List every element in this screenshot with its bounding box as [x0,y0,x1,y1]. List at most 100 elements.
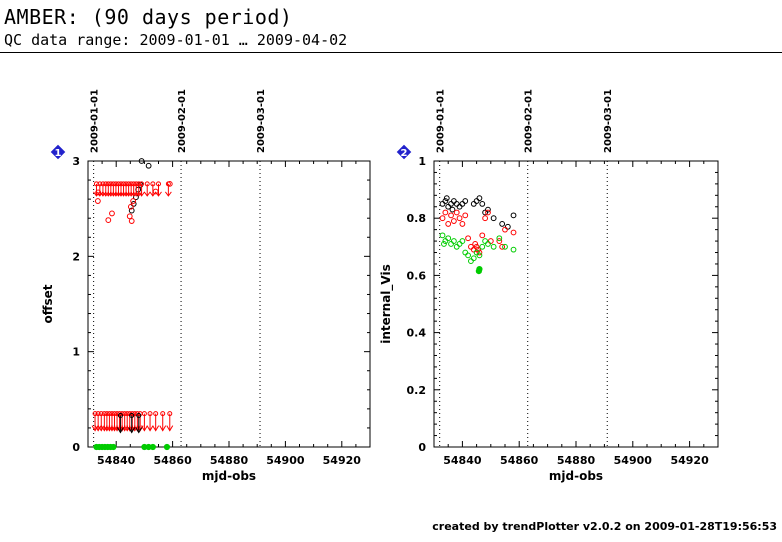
lower-limit-arrowhead [131,425,139,432]
data-point [482,238,489,244]
data-point [442,198,449,204]
upper-limit-arrowhead [99,191,107,197]
data-point [115,181,121,187]
data-point [453,243,460,250]
plot-frame [87,160,371,448]
data-point [123,181,129,187]
data-point [450,198,457,204]
data-point [109,411,115,417]
x-axis-label: mjd-obs [202,469,256,483]
y-tick-label: 0.8 [407,212,427,225]
lower-limit-arrowhead [152,425,160,432]
lower-limit-arrowhead [100,425,108,432]
upper-limit-arrowhead [135,191,143,197]
upper-limit-arrowhead [122,191,130,197]
date-marker-label: 2009-02-01 [177,89,188,153]
data-point [476,252,483,259]
upper-limit-arrowhead [164,191,172,197]
data-point [510,212,517,219]
data-point [160,411,166,417]
x-tick-label: 54880 [210,454,249,467]
lower-limit-arrowhead [128,427,136,434]
data-point [128,218,135,224]
data-point [479,243,486,250]
upper-limit-arrowhead [130,191,138,197]
data-point [118,181,124,187]
data-point [109,210,115,217]
data-point [465,252,471,259]
y-axis-label: internal_Vis [379,264,394,344]
data-point [156,181,161,187]
data-point [462,198,469,204]
lower-limit-arrowhead [121,425,129,432]
data-point [476,195,483,202]
x-tick-label: 54840 [97,454,136,467]
data-point [473,243,480,250]
upper-limit-arrowhead [109,191,117,197]
data-point [449,206,456,213]
data-point [479,232,486,239]
data-point [101,411,107,417]
data-point [453,209,460,216]
data-point [445,235,452,242]
data-point [450,218,457,224]
data-point [127,203,134,210]
page-subtitle: QC data range: 2009-01-01 … 2009-04-02 [4,31,348,49]
data-point [490,243,497,250]
footer-text: created by trendPlotter v2.0.2 on 2009-0… [432,520,777,533]
data-point [136,413,142,419]
lower-limit-arrowhead [166,425,174,432]
lower-limit-arrowhead [117,427,124,434]
data-point [456,203,463,210]
data-point [472,241,479,247]
x-tick-label: 54860 [500,454,539,467]
upper-limit-arrowhead [117,191,125,197]
lower-limit-arrowhead [94,425,102,432]
data-point [128,207,135,214]
x-axis-label: mjd-obs [549,469,603,483]
lower-limit-arrowhead [159,425,167,432]
data-point [94,198,101,204]
data-point [476,266,483,273]
data-point [165,181,171,187]
data-point [92,411,98,417]
data-point [485,209,491,216]
data-point [163,443,171,451]
data-point [117,413,123,419]
data-point [499,221,506,227]
upper-limit-arrowhead [138,191,145,197]
data-point [441,241,447,247]
upper-limit-arrowhead [125,191,133,197]
data-point [131,181,137,187]
lower-limit-arrowhead [113,425,121,432]
data-point [443,195,450,202]
data-point [475,246,481,253]
data-point [482,215,489,222]
upper-limit-arrowhead [120,191,127,197]
y-tick-label: 0 [418,441,426,454]
data-point [136,181,142,187]
lower-limit-arrowhead [103,425,111,432]
data-point [121,181,127,187]
x-tick-label: 54840 [443,454,482,467]
data-point [479,201,486,207]
data-point [106,411,112,417]
upper-limit-arrowhead [102,191,110,197]
data-point [476,249,483,256]
data-point [459,221,466,227]
data-point [105,217,112,224]
upper-limit-arrowhead [143,191,151,197]
y-tick-label: 0.4 [407,327,427,340]
data-point [126,213,133,220]
data-point [153,411,159,417]
data-point [93,181,99,187]
date-marker-label: 2009-03-01 [256,89,267,153]
data-point [144,181,150,187]
data-point [502,226,508,233]
data-point [95,411,101,417]
y-axis-label: offset [41,284,55,323]
data-point [149,443,156,451]
data-point [129,413,135,419]
upper-limit-arrowhead [115,191,122,197]
